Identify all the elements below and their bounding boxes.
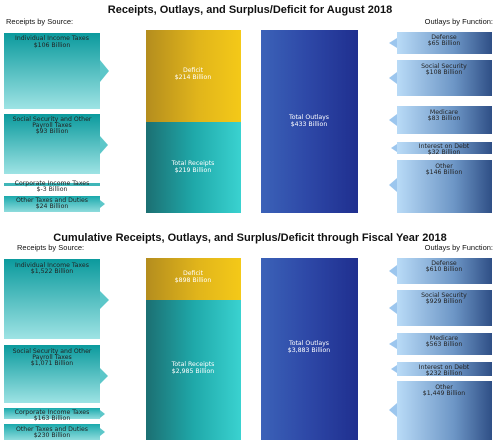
svg-text:Social Security: Social Security — [421, 292, 467, 299]
svg-text:$146 Billion: $146 Billion — [426, 169, 463, 176]
svg-text:$232 Billion: $232 Billion — [426, 370, 463, 377]
svg-text:$106 Billion: $106 Billion — [34, 42, 71, 49]
svg-text:Payroll Taxes: Payroll Taxes — [32, 354, 72, 361]
svg-text:$433 Billion: $433 Billion — [291, 121, 328, 128]
receipt-source-individual-income: Individual Income Taxes $106 Billion — [4, 33, 109, 109]
outlays-header: Outlays by Function: — [425, 17, 493, 26]
total-receipts-block: Total Receipts $219 Billion — [146, 122, 241, 213]
receipts-header: Receipts by Source: — [17, 243, 84, 252]
receipt-source-corporate-income: Corporate Income Taxes $-3 Billion — [4, 180, 100, 193]
svg-text:$214 Billion: $214 Billion — [175, 74, 212, 81]
total-receipts-block: Total Receipts $2,985 Billion — [146, 300, 241, 440]
receipt-source-payroll-taxes: Social Security and Other Payroll Taxes … — [4, 345, 108, 403]
panel-cumulative: Cumulative Receipts, Outlays, and Surplu… — [4, 232, 493, 440]
total-outlays-block: Total Outlays $433 Billion — [261, 30, 358, 213]
svg-text:$230 Billion: $230 Billion — [34, 432, 71, 439]
svg-text:$65 Billion: $65 Billion — [428, 40, 461, 47]
svg-text:Total Outlays: Total Outlays — [288, 340, 329, 347]
svg-text:Other: Other — [435, 163, 453, 170]
svg-text:$1,449 Billion: $1,449 Billion — [423, 390, 466, 397]
svg-text:$32 Billion: $32 Billion — [428, 149, 461, 156]
svg-text:$24 Billion: $24 Billion — [36, 203, 69, 210]
outlay-social-security: Social Security $108 Billion — [389, 60, 492, 96]
svg-text:Deficit: Deficit — [183, 270, 204, 277]
total-outlays-block: Total Outlays $3,883 Billion — [261, 258, 358, 440]
svg-text:Other Taxes and Duties: Other Taxes and Duties — [16, 197, 88, 204]
outlay-interest-on-debt: Interest on Debt $232 Billion — [391, 362, 492, 377]
svg-text:$93 Billion: $93 Billion — [36, 128, 69, 135]
svg-text:Individual Income Taxes: Individual Income Taxes — [15, 35, 89, 42]
panel-title: Cumulative Receipts, Outlays, and Surplu… — [53, 232, 446, 244]
svg-text:Defense: Defense — [431, 260, 457, 267]
svg-text:$3,883 Billion: $3,883 Billion — [288, 347, 331, 354]
svg-text:Interest on Debt: Interest on Debt — [419, 143, 470, 150]
svg-text:Social Security and Other: Social Security and Other — [13, 348, 92, 355]
svg-text:$929 Billion: $929 Billion — [426, 298, 463, 305]
svg-text:$1,522 Billion: $1,522 Billion — [31, 268, 74, 275]
svg-text:$-3 Billion: $-3 Billion — [37, 186, 68, 193]
outlay-other: Other $1,449 Billion — [389, 381, 492, 440]
receipt-source-other-taxes: Other Taxes and Duties $230 Billion — [4, 424, 105, 440]
svg-text:$108 Billion: $108 Billion — [426, 69, 463, 76]
outlay-medicare: Medicare $563 Billion — [389, 333, 492, 355]
svg-text:Medicare: Medicare — [430, 335, 458, 342]
svg-text:$219 Billion: $219 Billion — [175, 167, 212, 174]
svg-text:Deficit: Deficit — [183, 67, 204, 74]
outlays-header: Outlays by Function: — [425, 243, 493, 252]
panel-august: Receipts, Outlays, and Surplus/Deficit f… — [4, 4, 493, 213]
svg-text:Social Security: Social Security — [421, 63, 467, 70]
outlay-medicare: Medicare $83 Billion — [389, 106, 492, 134]
svg-text:Defense: Defense — [431, 34, 457, 41]
svg-text:$83 Billion: $83 Billion — [428, 115, 461, 122]
receipt-source-corporate-income: Corporate Income Taxes $163 Billion — [4, 408, 105, 422]
outlay-other: Other $146 Billion — [389, 160, 492, 213]
svg-text:Total Outlays: Total Outlays — [288, 114, 329, 121]
svg-text:$1,071 Billion: $1,071 Billion — [31, 360, 74, 367]
receipt-source-payroll-taxes: Social Security and Other Payroll Taxes … — [4, 114, 108, 174]
svg-text:$610 Billion: $610 Billion — [426, 266, 463, 273]
svg-text:$2,985 Billion: $2,985 Billion — [172, 368, 215, 375]
deficit-block: Deficit $214 Billion — [146, 30, 241, 122]
svg-text:Medicare: Medicare — [430, 109, 458, 116]
svg-text:Payroll Taxes: Payroll Taxes — [32, 122, 72, 129]
deficit-block: Deficit $898 Billion — [146, 258, 241, 300]
svg-text:Total Receipts: Total Receipts — [171, 361, 215, 368]
outlay-defense: Defense $610 Billion — [389, 258, 492, 284]
svg-text:Individual Income Taxes: Individual Income Taxes — [15, 262, 89, 269]
svg-text:Interest on Debt: Interest on Debt — [419, 364, 470, 371]
panel-title: Receipts, Outlays, and Surplus/Deficit f… — [108, 4, 392, 16]
svg-text:Corporate Income Taxes: Corporate Income Taxes — [15, 409, 90, 416]
receipt-source-individual-income: Individual Income Taxes $1,522 Billion — [4, 259, 109, 339]
svg-text:Total Receipts: Total Receipts — [171, 160, 215, 167]
svg-text:$163 Billion: $163 Billion — [34, 415, 71, 422]
receipts-header: Receipts by Source: — [6, 17, 73, 26]
outlay-social-security: Social Security $929 Billion — [389, 290, 492, 326]
receipt-source-other-taxes: Other Taxes and Duties $24 Billion — [4, 196, 105, 212]
svg-text:Other: Other — [435, 384, 453, 391]
svg-text:Social Security and Other: Social Security and Other — [13, 116, 92, 123]
svg-text:Other Taxes and Duties: Other Taxes and Duties — [16, 426, 88, 433]
svg-text:$898 Billion: $898 Billion — [175, 277, 212, 284]
svg-text:Corporate Income Taxes: Corporate Income Taxes — [15, 180, 90, 187]
outlay-interest-on-debt: Interest on Debt $32 Billion — [391, 142, 492, 156]
outlay-defense: Defense $65 Billion — [389, 32, 492, 54]
svg-text:$563 Billion: $563 Billion — [426, 341, 463, 348]
